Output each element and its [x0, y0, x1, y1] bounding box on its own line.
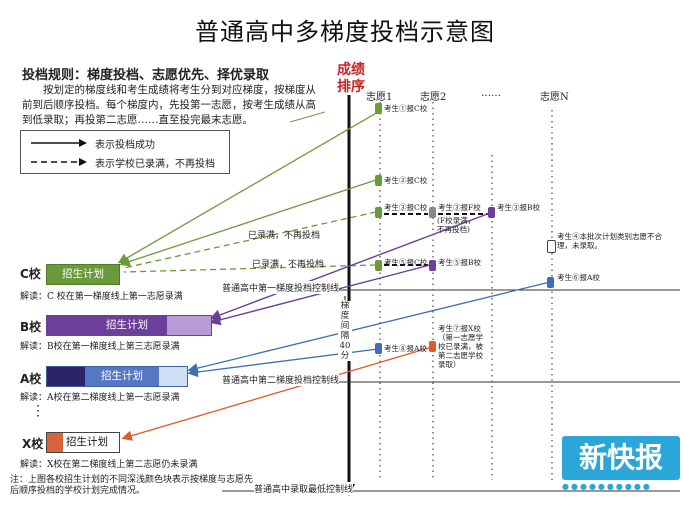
school-a-note: 解读：A校在第二梯度线上第一志愿录满 — [20, 393, 180, 403]
student-5b: 考生⑤报B校 — [438, 258, 482, 267]
school-c-label: C校 — [20, 267, 41, 281]
full-label-2: 已录满，不再投档 — [252, 260, 325, 270]
school-a-label: A校 — [20, 372, 42, 386]
legend-dashed-label: 表示学校已录满，不再投档 — [95, 159, 215, 170]
page-title: 普通高中多梯度投档示意图 — [195, 18, 495, 46]
student-icon — [375, 103, 382, 114]
vol-head-2: 志愿2 — [420, 92, 447, 103]
student-icon — [488, 207, 495, 218]
student-icon — [547, 277, 554, 288]
school-b-note: 解读：B校在第一梯度线上第三志愿录满 — [20, 342, 180, 352]
school-a-seg-1 — [47, 367, 85, 386]
line2-label: 普通高中第二梯度投档控制线 — [222, 373, 340, 386]
student-icon — [547, 240, 556, 253]
school-c-plan-bar: 招生计划 — [46, 264, 120, 285]
min-line-label: 普通高中录取最低控制线 — [254, 482, 354, 495]
student-4: 考生④本批次计划类别志愿不合理，未录取。 — [557, 232, 662, 250]
school-b-plan-bar: 招生计划 — [46, 315, 212, 336]
student-7: 考生⑦报X校（第一志愿学校已录满，被第二志愿学校录取） — [438, 324, 483, 369]
legend-arrows — [31, 139, 87, 166]
student-icon — [429, 260, 436, 271]
student-8: 考生⑧报A校 — [384, 344, 427, 353]
line1-label: 普通高中第一梯度投档控制线 — [222, 281, 340, 294]
vol-head-n: 志愿N — [540, 92, 569, 103]
student-3c: 考生③报B校 — [497, 203, 541, 212]
school-b-label: B校 — [20, 320, 42, 334]
student-icon — [375, 175, 382, 186]
school-b-seg-3 — [167, 316, 211, 335]
footnote: 注：上图各校招生计划的不同深浅颜色块表示按梯度与志愿先后顺序投档的学校计划完成情… — [10, 475, 254, 496]
student-5a: 考生⑤报C校 — [384, 258, 428, 267]
student-icon — [429, 207, 436, 218]
axis-label: 成绩 排序 — [337, 62, 365, 96]
rules-heading: 投档规则：梯度投档、志愿优先、择优录取 — [22, 68, 270, 83]
school-a-seg-2 — [85, 367, 159, 386]
legend-solid-label: 表示投档成功 — [95, 140, 155, 151]
vol-head-dots: …… — [481, 88, 501, 99]
school-a-seg-3 — [159, 367, 187, 386]
school-x-label: X校 — [22, 437, 44, 451]
student-2: 考生②报C校 — [384, 176, 428, 185]
school-c-note: 解读：C 校在第一梯度线上第一志愿录满 — [20, 292, 183, 302]
student-6: 考生⑥报A校 — [557, 273, 600, 282]
legend: 表示投档成功 表示学校已录满，不再投档 — [20, 130, 230, 174]
student-icon — [375, 207, 382, 218]
full-label-1: 已录满，不再投档 — [248, 231, 321, 241]
student-3a: 考生③报C校 — [384, 203, 428, 212]
school-x-seg-filled — [47, 433, 63, 452]
school-b-plan: 招生计划 — [106, 319, 148, 331]
rules-body: 按划定的梯度线和考生成绩将考生分到对应梯度，按梯度从前到后顺序投档。每个梯度内，… — [22, 84, 316, 126]
axis-label-line1: 成绩 — [337, 62, 365, 78]
student-icon — [429, 341, 436, 352]
newspaper-logo: 新快报 — [562, 436, 680, 480]
student-3b-note: (F校录满，不再投档) — [437, 216, 476, 234]
school-a-plan: 招生计划 — [101, 370, 143, 382]
schools-ellipsis: ⋮ — [31, 403, 45, 419]
gradient-interval: 梯 度 间 隔 40 分 — [338, 301, 352, 361]
student-icon — [375, 343, 382, 354]
student-3b: 考生③报F校 — [438, 203, 481, 212]
school-x-note: 解读：X校在第二梯度线上第二志愿仍未录满 — [20, 460, 198, 470]
vol-head-1: 志愿1 — [366, 92, 393, 103]
student-icon — [375, 260, 382, 271]
school-c-plan: 招生计划 — [62, 268, 104, 280]
school-x-plan: 招生计划 — [66, 436, 108, 448]
school-b-seg-1 — [47, 316, 167, 335]
student-1: 考生①报C校 — [384, 104, 428, 113]
axis-label-line2: 排序 — [337, 79, 365, 95]
logo-dots: ●●●●●●●●●● — [562, 482, 652, 491]
school-x-plan-bar: 招生计划 — [46, 432, 120, 453]
school-a-plan-bar: 招生计划 — [46, 366, 188, 387]
